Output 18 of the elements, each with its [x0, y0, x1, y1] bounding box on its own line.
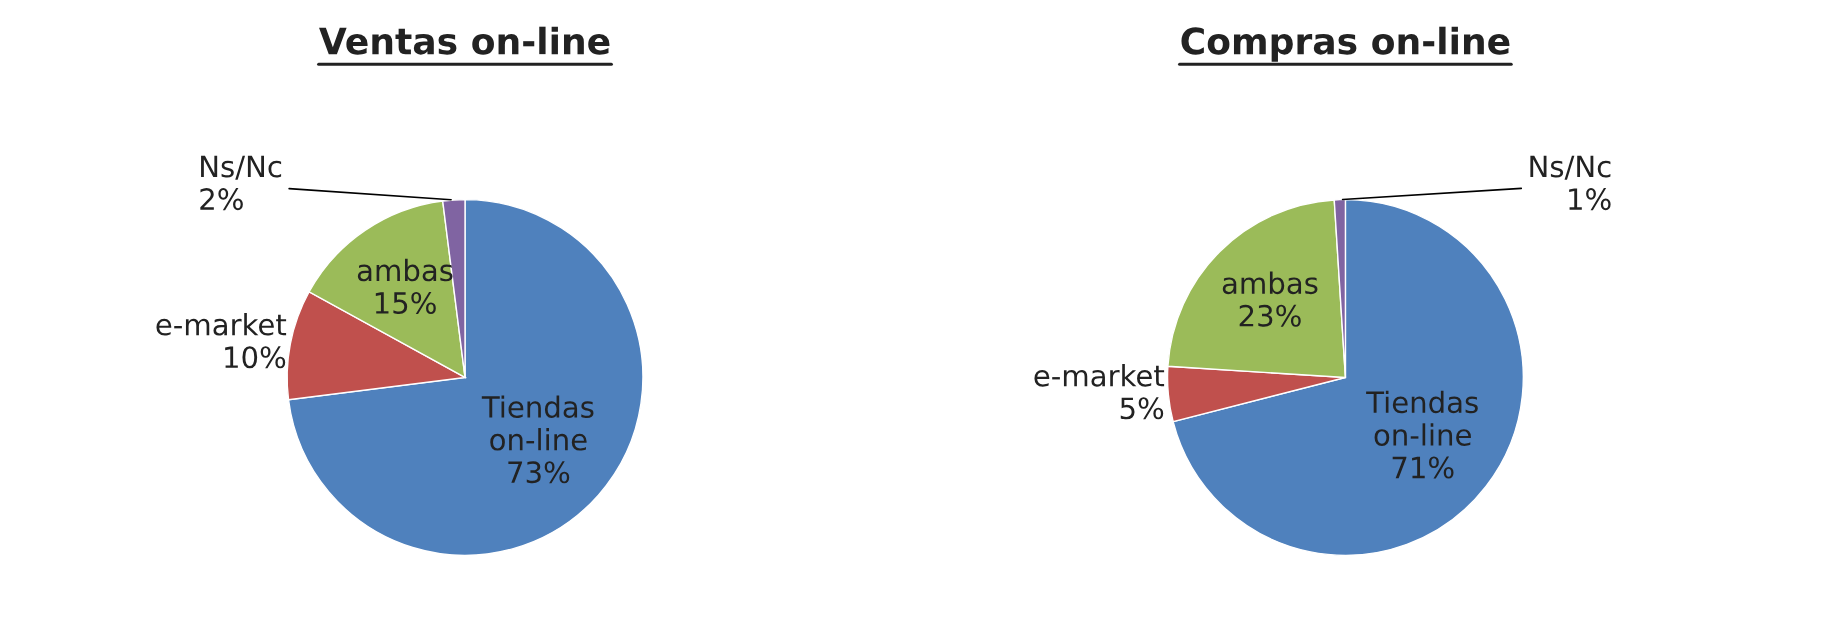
slice-label: e-market [156, 313, 287, 336]
data-label: 1% [1569, 188, 1611, 211]
chart-title: Compras on-line [1181, 26, 1510, 62]
data-label: 15% [375, 291, 436, 314]
data-label: 73% [508, 461, 570, 484]
data-label: 10% [225, 346, 286, 369]
pie-slice [287, 198, 644, 557]
slice-label: Ns/Nc [1530, 155, 1611, 180]
slice-label: ambas [1222, 271, 1318, 295]
chart-title: Ventas on-line [319, 26, 610, 55]
slice-label: Tiendas on-line [481, 395, 594, 451]
data-label: 71% [1392, 456, 1454, 479]
data-label: 5% [1120, 397, 1164, 420]
slice-label: e-market [1034, 364, 1165, 387]
slice-label: Ns/Nc [201, 155, 282, 180]
slice-label: Tiendas on-line [1366, 390, 1478, 446]
data-label: 23% [1239, 304, 1301, 327]
data-label: 2% [200, 188, 243, 211]
